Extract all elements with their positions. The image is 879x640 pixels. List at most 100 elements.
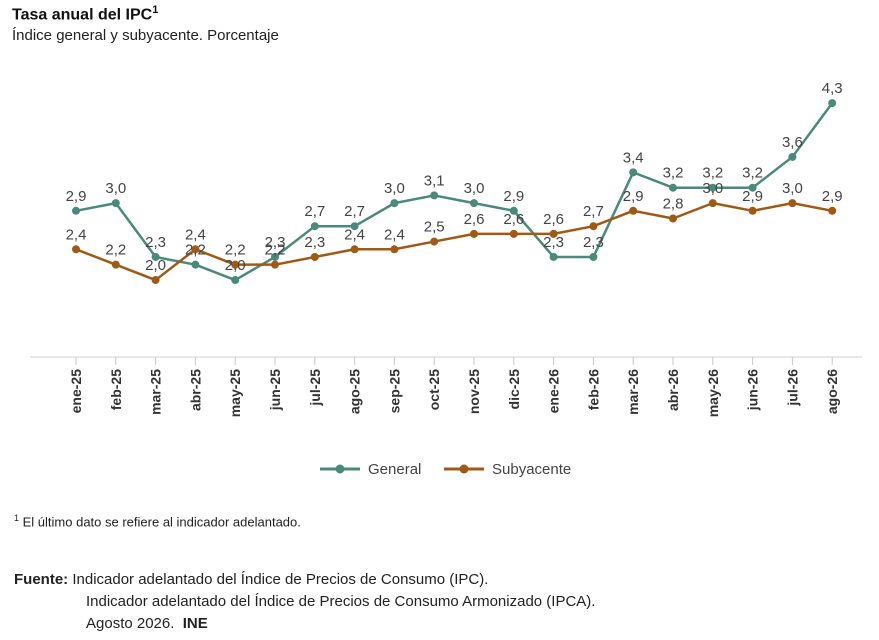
data-point — [629, 168, 638, 177]
data-point — [788, 152, 797, 161]
x-tick-label: sep-25 — [386, 369, 402, 414]
data-point — [350, 222, 359, 231]
data-label: 3,0 — [702, 180, 723, 197]
data-point — [509, 206, 518, 215]
x-tick-label: mar-26 — [625, 369, 641, 415]
data-point — [430, 191, 439, 200]
data-point — [430, 237, 439, 246]
source-label: Fuente: — [14, 571, 69, 588]
source-line-3: Agosto 2026. — [86, 615, 175, 632]
data-label: 2,3 — [543, 234, 564, 251]
data-label: 2,9 — [503, 188, 524, 205]
source-line-2: Indicador adelantado del Índice de Preci… — [86, 593, 596, 610]
data-label: 2,3 — [265, 234, 286, 251]
x-tick-label: abr-25 — [187, 369, 203, 411]
data-label: 3,2 — [663, 165, 684, 182]
data-point — [549, 229, 558, 238]
data-label: 2,0 — [225, 257, 246, 274]
x-tick-label: feb-26 — [585, 369, 601, 410]
data-label: 2,4 — [344, 226, 365, 243]
x-tick-label: jul-25 — [307, 369, 323, 407]
footnote-marker: 1 — [14, 513, 20, 523]
data-point — [669, 214, 677, 223]
line-chart: ene-25 feb-25 mar-25 abr-25 may-25 jun-25 jul-… — [30, 80, 862, 478]
x-tick-label: abr-26 — [665, 369, 681, 411]
data-label: 2,9 — [742, 188, 763, 205]
data-label: 2,2 — [105, 242, 126, 259]
data-label: 3,0 — [782, 180, 803, 197]
data-point — [271, 260, 279, 269]
data-label: 2,5 — [424, 219, 445, 236]
chart-title-text: Tasa anual del IPC — [12, 6, 153, 24]
x-tick-label: nov-25 — [466, 369, 482, 414]
data-label: 3,2 — [702, 165, 723, 182]
x-tick-label: ago-25 — [347, 369, 363, 414]
source-block: Fuente: Indicador adelantado del Índice … — [14, 569, 595, 635]
data-label: 2,3 — [583, 234, 604, 251]
x-tick-label: ene-25 — [68, 369, 84, 414]
data-label: 2,9 — [822, 188, 843, 205]
data-point — [589, 252, 598, 261]
data-label: 3,0 — [464, 180, 485, 197]
data-point — [828, 99, 837, 108]
x-tick-label: ene-26 — [546, 369, 562, 414]
data-point — [629, 206, 638, 215]
chart-title: Tasa anual del IPC1 — [12, 4, 158, 24]
data-point — [669, 183, 677, 192]
data-point — [231, 276, 240, 285]
data-point — [390, 199, 399, 208]
x-tick-label: oct-25 — [426, 369, 442, 410]
data-point — [748, 183, 757, 192]
x-tick-label: mar-25 — [148, 369, 164, 415]
source-org: INE — [182, 615, 208, 632]
data-point — [828, 206, 837, 215]
data-point — [350, 245, 359, 254]
legend-marker — [335, 464, 345, 474]
data-label: 2,6 — [464, 211, 485, 228]
data-point — [72, 245, 80, 254]
data-point — [231, 260, 240, 269]
data-point — [310, 252, 319, 261]
x-tick-label: dic-25 — [506, 369, 522, 410]
data-label: 2,4 — [66, 226, 87, 243]
data-point — [708, 199, 717, 208]
data-label: 2,8 — [663, 196, 684, 213]
x-tick-label: may-25 — [227, 369, 243, 417]
data-label: 2,4 — [185, 226, 206, 243]
series-line-subyacente — [75, 201, 833, 282]
data-label: 2,4 — [384, 226, 405, 243]
data-point — [708, 183, 717, 192]
data-point — [470, 199, 478, 208]
data-label: 2,3 — [145, 234, 166, 251]
data-label: 3,4 — [623, 149, 644, 166]
data-label: 2,7 — [344, 203, 365, 220]
data-label: 2,9 — [66, 188, 87, 205]
data-label: 2,9 — [623, 188, 644, 205]
x-tick-label: feb-25 — [108, 369, 124, 410]
data-point — [151, 276, 160, 285]
data-point — [111, 199, 120, 208]
data-label: 2,2 — [225, 242, 246, 259]
data-label: 3,0 — [105, 180, 126, 197]
legend-label-subyacente: Subyacente — [492, 461, 571, 478]
legend-label-general: General — [368, 461, 421, 478]
data-point — [151, 252, 160, 261]
x-tick-label: ago-26 — [824, 369, 840, 414]
data-point — [589, 222, 598, 231]
data-point — [748, 206, 757, 215]
data-label: 2,6 — [543, 211, 564, 228]
data-point — [390, 245, 399, 254]
data-point — [509, 229, 518, 238]
x-tick-label: may-26 — [705, 369, 721, 417]
footnote-text: El último dato se refiere al indicador a… — [22, 514, 301, 530]
data-point — [788, 199, 797, 208]
data-label: 4,3 — [822, 80, 843, 97]
series-line-general — [75, 102, 834, 282]
footnote: 1 El último dato se refiere al indicador… — [14, 513, 301, 529]
data-label: 2,6 — [503, 211, 524, 228]
x-tick-label: jun-25 — [267, 369, 283, 411]
data-point — [111, 260, 120, 269]
data-point — [470, 229, 478, 238]
data-label: 2,2 — [265, 242, 286, 259]
data-label: 2,3 — [304, 234, 325, 251]
